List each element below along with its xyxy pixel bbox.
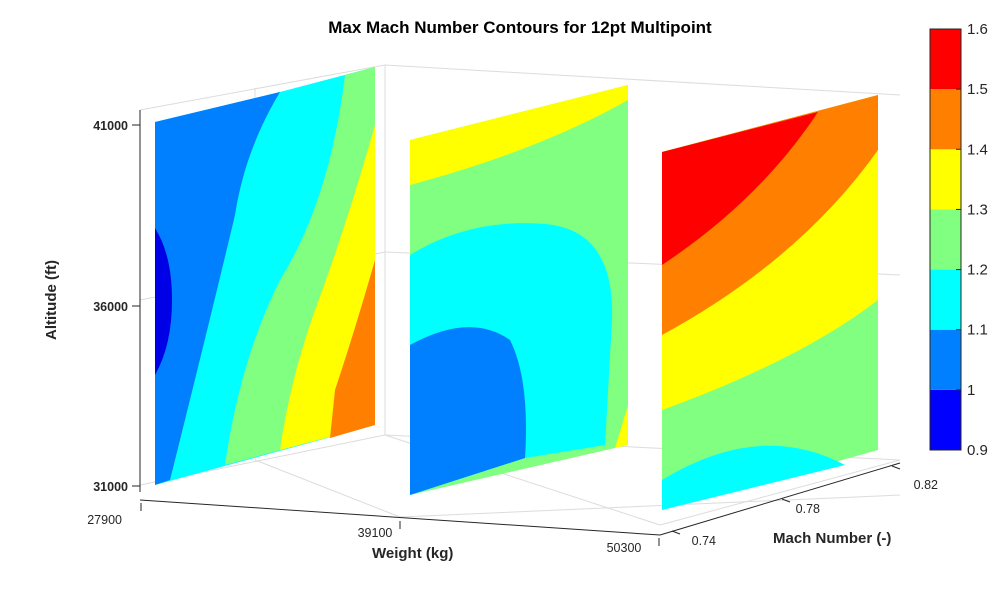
grid-line — [399, 494, 901, 518]
tick-labels: 41000 36000 31000 27900 39100 50300 0.74… — [87, 119, 938, 555]
contour-band-1.4-1.5 — [330, 260, 375, 438]
contour-band-1.5-1.6 — [662, 112, 818, 265]
mach-tick-mark — [781, 498, 791, 503]
altitude-tick-label: 31000 — [93, 480, 128, 494]
mach-tick-label: 0.74 — [692, 534, 716, 548]
contour-band-0.9-1.0 — [155, 228, 172, 375]
mach-axis-line — [659, 462, 901, 536]
colorbar-tick-label: 0.9 — [967, 442, 988, 459]
weight-axis-line — [139, 499, 661, 536]
altitude-tick-label: 36000 — [93, 300, 128, 314]
contour-band-1.3-1.4-corner — [615, 405, 628, 448]
weight-tick-label: 50300 — [607, 541, 642, 555]
z-axis-label: Altitude (ft) — [43, 260, 60, 340]
x-axis-label: Weight (kg) — [372, 545, 453, 562]
colorbar-band — [930, 149, 961, 210]
colorbar-frame — [929, 28, 962, 451]
mach-tick-label: 0.78 — [796, 502, 820, 516]
weight-tick-label: 27900 — [87, 513, 122, 527]
weight-tick-label: 39100 — [358, 526, 393, 540]
grid-line — [139, 64, 386, 111]
grid-line — [659, 459, 901, 526]
colorbar-band — [930, 389, 961, 450]
contour-slice-3 — [662, 95, 878, 510]
grid-line — [384, 64, 901, 96]
contour-band-1.0-1.1 — [155, 92, 280, 485]
colorbar-tick-label: 1.4 — [967, 141, 988, 158]
contour-slice-2 — [410, 85, 628, 496]
mach-tick-label: 0.82 — [914, 478, 938, 492]
colorbar-tick-label: 1 — [967, 382, 975, 399]
contour-slice-1 — [155, 67, 375, 485]
colorbar-tick-label: 1.3 — [967, 201, 988, 218]
colorbar: 0.9 1 1.1 1.2 1.3 1.4 1.5 1.6 — [929, 21, 988, 459]
contour-band-1.0-1.1 — [410, 327, 526, 495]
colorbar-tick-label: 1.5 — [967, 81, 988, 98]
colorbar-band — [930, 209, 961, 270]
colorbar-tick-label: 1.6 — [967, 21, 988, 38]
mach-tick-mark — [671, 530, 681, 535]
y-axis-label: Mach Number (-) — [773, 530, 891, 547]
colorbar-band — [930, 29, 961, 90]
colorbar-tick-label: 1.1 — [967, 322, 988, 339]
grid-line — [254, 459, 401, 518]
chart-title: Max Mach Number Contours for 12pt Multip… — [328, 18, 712, 37]
contour-band-1.3-1.4 — [410, 85, 628, 185]
altitude-tick-label: 41000 — [93, 119, 128, 133]
colorbar-band — [930, 89, 961, 150]
colorbar-band — [930, 269, 961, 330]
contour-band-1.1-1.2 — [662, 445, 845, 510]
axes — [132, 110, 901, 546]
colorbar-band — [930, 329, 961, 390]
mach-tick-mark — [891, 465, 901, 470]
colorbar-tick-label: 1.2 — [967, 262, 988, 279]
